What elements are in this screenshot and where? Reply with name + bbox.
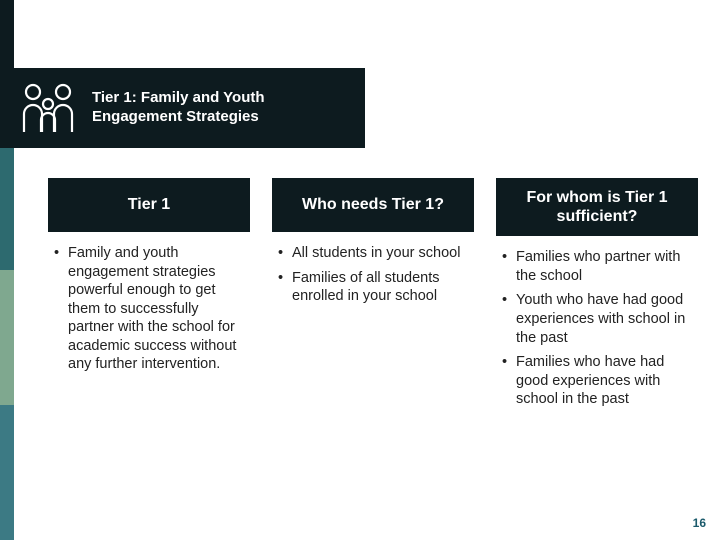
column-3-header: For whom is Tier 1 sufficient? [496, 178, 698, 236]
stripe-seg-4 [0, 405, 14, 540]
column-3-bullet-3: Families who have had good experiences w… [502, 353, 692, 409]
column-3: For whom is Tier 1 sufficient? Families … [496, 178, 698, 415]
column-2-bullet-1: All students in your school [278, 244, 468, 263]
content-area: Tier 1 Family and youth engagement strat… [48, 178, 698, 415]
title-band: Tier 1: Family and Youth Engagement Stra… [0, 68, 365, 148]
column-3-body: Families who partner with the school You… [496, 236, 698, 414]
column-2-header: Who needs Tier 1? [272, 178, 474, 232]
column-1: Tier 1 Family and youth engagement strat… [48, 178, 250, 415]
stripe-seg-2 [0, 135, 14, 270]
column-2-bullet-2: Families of all students enrolled in you… [278, 269, 468, 306]
stripe-seg-3 [0, 270, 14, 405]
family-icon [18, 82, 78, 134]
columns-container: Tier 1 Family and youth engagement strat… [48, 178, 698, 415]
column-3-bullet-1: Families who partner with the school [502, 248, 692, 285]
page-number: 16 [693, 516, 706, 530]
slide-title: Tier 1: Family and Youth Engagement Stra… [92, 89, 265, 127]
column-3-bullet-2: Youth who have had good experiences with… [502, 291, 692, 347]
column-1-bullet: Family and youth engagement strategies p… [54, 244, 244, 374]
column-2: Who needs Tier 1? All students in your s… [272, 178, 474, 415]
slide-title-line2: Engagement Strategies [92, 108, 259, 125]
column-1-body: Family and youth engagement strategies p… [48, 232, 250, 380]
column-1-header: Tier 1 [48, 178, 250, 232]
column-2-body: All students in your school Families of … [272, 232, 474, 312]
slide-title-line1: Tier 1: Family and Youth [92, 89, 265, 106]
